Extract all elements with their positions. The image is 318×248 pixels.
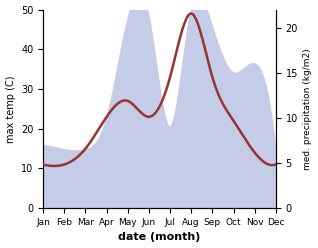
Y-axis label: med. precipitation (kg/m2): med. precipitation (kg/m2) xyxy=(303,48,313,170)
Y-axis label: max temp (C): max temp (C) xyxy=(5,75,16,143)
X-axis label: date (month): date (month) xyxy=(118,232,201,243)
